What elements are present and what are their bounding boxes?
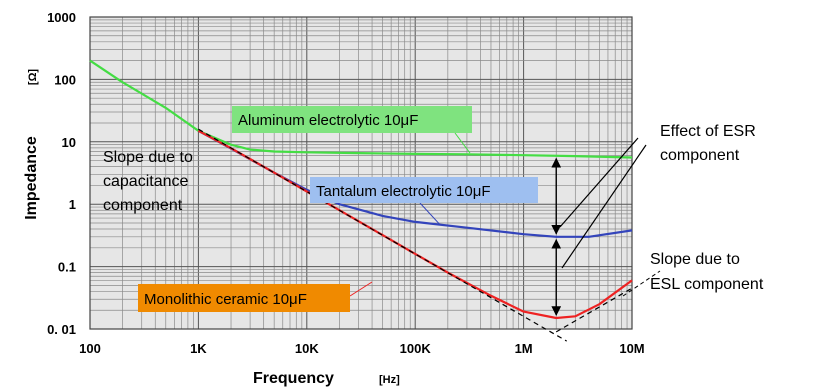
y-axis-title: Impedance [23,136,40,220]
esl-annotation-line-2: ESL component [650,276,764,293]
plot-frame [89,16,633,330]
ceramic-label-connector [349,281,373,297]
plot-background [90,17,632,329]
ideal-slope-line [198,128,567,342]
esr-annotation-line-1: Effect of ESR [660,123,756,140]
tick-labels: 100 1K 10K 100K 1M 10M 1000 100 10 1 0.1 0. 01 [47,10,645,356]
aluminum-label-box [232,106,472,133]
aluminum-label-connector [454,132,471,154]
grid-lines [89,17,632,330]
series-line-0 [89,59,633,159]
y-tick-label: 100 [54,72,76,87]
x-tick-label: 10M [619,341,644,356]
y-tick-label: 1000 [47,10,76,25]
y-tick-label: 10 [62,135,76,150]
x-tick-label: 100K [400,341,432,356]
capacitance-annotation-line-3: component [103,197,183,214]
x-tick-label: 100 [79,341,101,356]
x-tick-label: 1M [515,341,533,356]
esr-pointer-1 [559,137,639,228]
ceramic-series-label: Monolithic ceramic 10μF [144,291,307,308]
aluminum-series-label: Aluminum electrolytic 10μF [238,112,418,129]
esl-annotation-line-1: Slope due to [650,251,740,268]
series-layer [89,59,633,342]
ceramic-label-box [138,284,350,312]
capacitance-annotation-line-1: Slope due to [103,149,193,166]
capacitance-annotation-line-2: capacitance [103,173,188,190]
tantalum-series-label: Tantalum electrolytic 10μF [316,183,491,200]
y-axis-unit: [Ω] [27,69,39,85]
y-unit-label: [Ω] [27,69,39,85]
x-tick-label: 10K [295,341,319,356]
tantalum-label-box [310,177,538,203]
tantalum-label-connector [419,202,441,226]
ideal-slope-line [555,287,633,333]
esl-pointer [622,270,661,297]
x-unit-label: [Hz] [379,374,400,386]
y-tick-label: 0. 01 [47,322,76,337]
x-axis-label: Frequency [253,370,334,387]
y-tick-label: 1 [69,197,76,212]
esr-pointer-2 [561,144,647,269]
x-tick-label: 1K [190,341,207,356]
y-tick-label: 0.1 [58,260,76,275]
y-axis-label: Impedance [23,136,40,220]
esr-annotation-line-2: component [660,147,740,164]
